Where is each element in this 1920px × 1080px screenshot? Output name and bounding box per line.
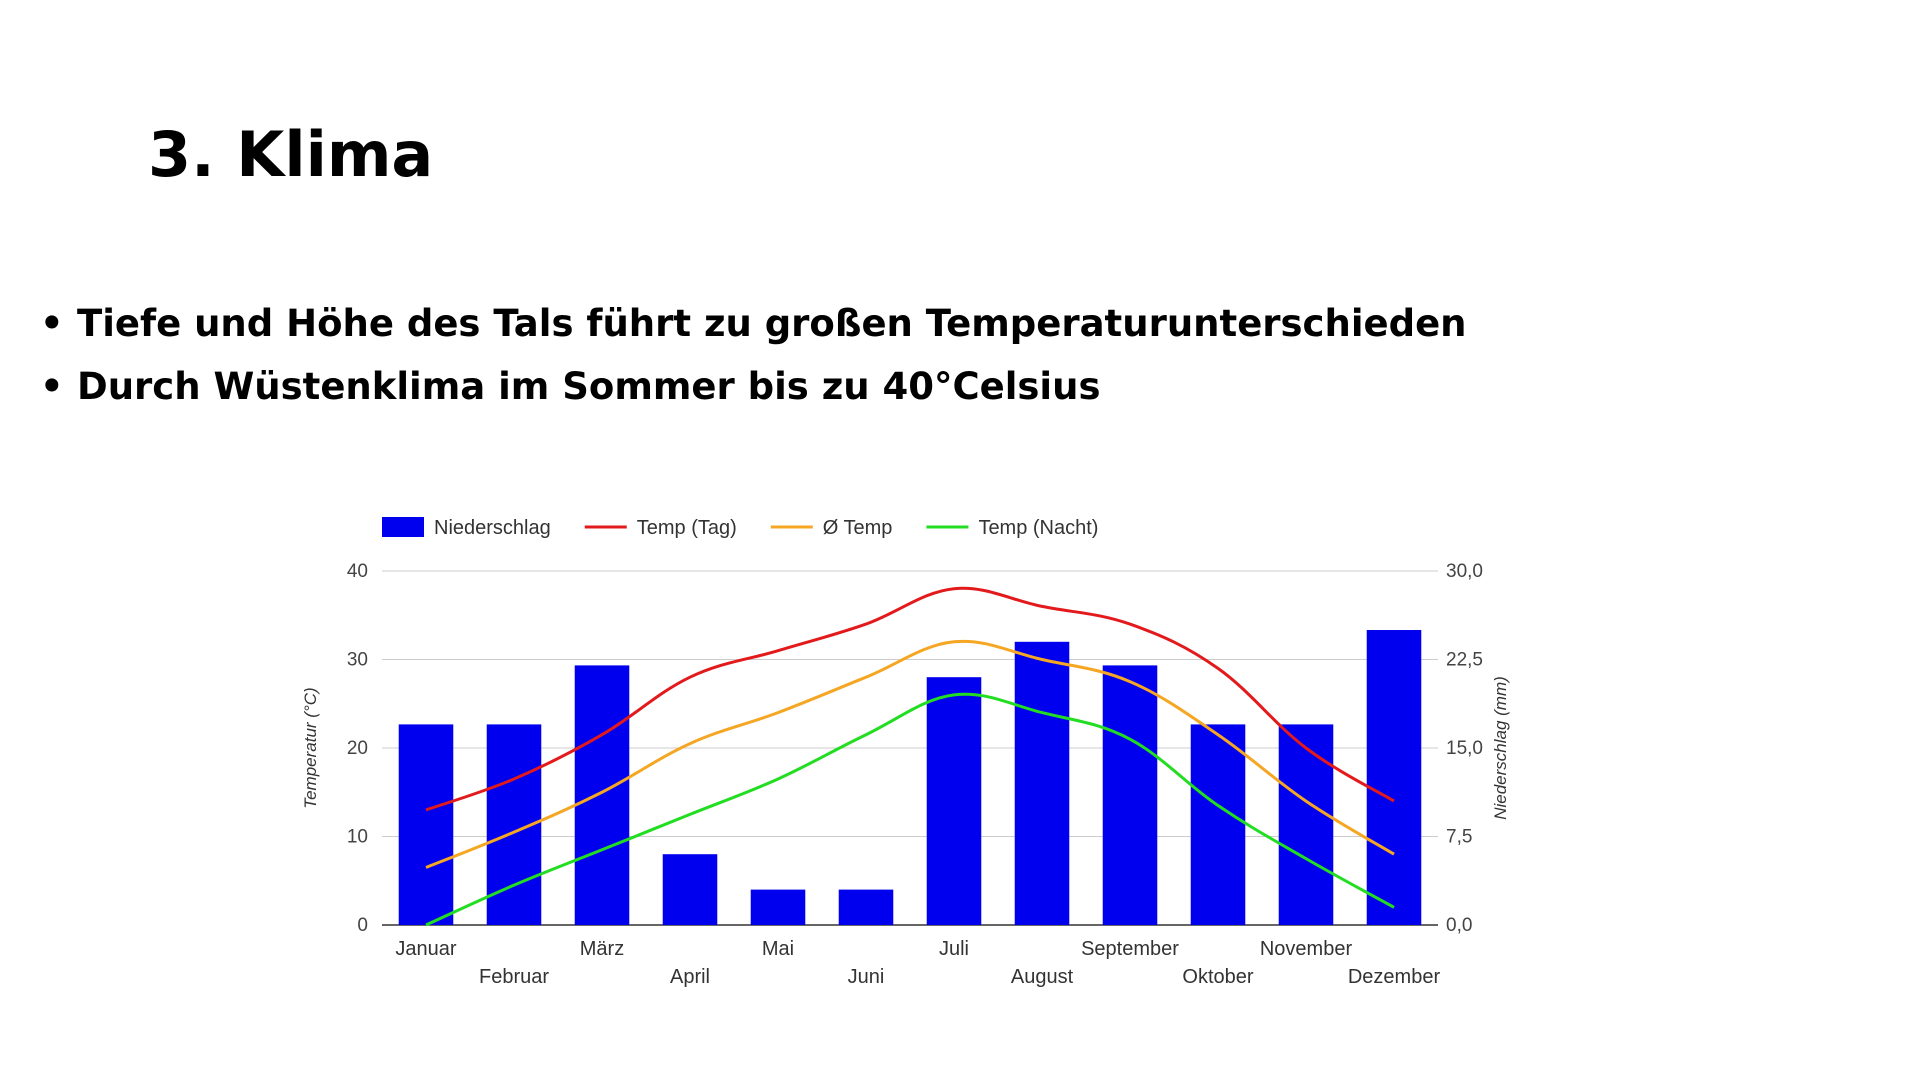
- y2-tick-label: 15,0: [1446, 738, 1483, 759]
- y2-axis-title: Niederschlag (mm): [1491, 676, 1510, 820]
- legend-swatch: [382, 517, 424, 537]
- precipitation-bar: [1366, 630, 1422, 925]
- bullet-icon: •: [40, 302, 64, 345]
- x-tick-label: November: [1260, 938, 1353, 960]
- legend-label: Temp (Tag): [637, 517, 737, 539]
- x-tick-label: März: [580, 938, 624, 960]
- y-tick-label: 30: [347, 650, 368, 671]
- precipitation-bar: [838, 889, 894, 925]
- y2-tick-label: 7,5: [1446, 827, 1472, 848]
- x-tick-label: Dezember: [1348, 966, 1441, 988]
- precipitation-bar: [1102, 665, 1158, 925]
- x-tick-label: Juli: [939, 938, 969, 960]
- climate-chart: 0 10 20 30 40 0,0 7,5 15,0 22,5 30,0 Temperatur (°…: [301, 517, 1510, 988]
- x-tick-label: Januar: [395, 938, 456, 960]
- precipitation-bar: [662, 854, 718, 925]
- y2-tick-label: 22,5: [1446, 650, 1483, 671]
- legend-label: Niederschlag: [434, 517, 551, 539]
- x-tick-label: September: [1081, 938, 1179, 960]
- precipitation-bar: [1190, 724, 1246, 925]
- series-line: [425, 639, 1395, 869]
- y-tick-label: 10: [347, 827, 368, 848]
- x-tick-label: April: [670, 966, 710, 988]
- x-tick-label: Juni: [848, 966, 885, 988]
- y2-tick-label: 30,0: [1446, 561, 1483, 582]
- precipitation-bar: [1014, 641, 1070, 925]
- y-tick-label: 40: [347, 561, 368, 582]
- y-axis-title: Temperatur (°C): [301, 687, 320, 808]
- bullet-icon: •: [40, 365, 64, 408]
- bullet-list: • Tiefe und Höhe des Tals führt zu große…: [40, 292, 1467, 418]
- series-line: [425, 586, 1395, 812]
- precipitation-bar: [574, 665, 630, 925]
- legend-label: Temp (Nacht): [978, 517, 1098, 539]
- slide-title: 3. Klima: [148, 118, 434, 191]
- bullet-item: • Tiefe und Höhe des Tals führt zu große…: [40, 292, 1467, 355]
- x-tick-label: Februar: [479, 966, 549, 988]
- legend-label: Ø Temp: [823, 517, 893, 539]
- x-tick-label: Oktober: [1182, 966, 1253, 988]
- bullet-text: Tiefe und Höhe des Tals führt zu großen …: [77, 302, 1467, 345]
- bullet-text: Durch Wüstenklima im Sommer bis zu 40°Ce…: [77, 365, 1101, 408]
- precipitation-bar: [750, 889, 806, 925]
- bullet-item: • Durch Wüstenklima im Sommer bis zu 40°…: [40, 355, 1467, 418]
- precipitation-bar: [926, 677, 982, 925]
- y2-tick-label: 0,0: [1446, 915, 1472, 936]
- precipitation-bar: [398, 724, 454, 925]
- y-tick-label: 0: [357, 915, 368, 936]
- series-line: [425, 692, 1395, 927]
- y-tick-label: 20: [347, 738, 368, 759]
- x-tick-label: August: [1011, 966, 1074, 988]
- precipitation-bar: [1278, 724, 1334, 925]
- x-tick-label: Mai: [762, 938, 794, 960]
